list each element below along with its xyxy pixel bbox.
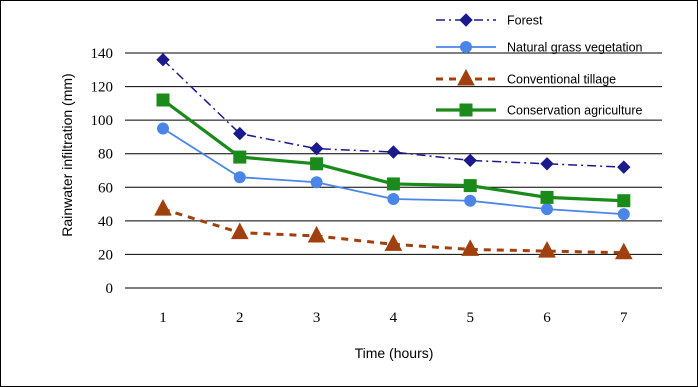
y-tick-label: 140 xyxy=(91,46,114,62)
data-point xyxy=(154,199,172,216)
x-tick-labels: 1 2 3 4 5 6 7 xyxy=(159,310,628,326)
data-point xyxy=(310,176,323,189)
data-point xyxy=(233,126,247,141)
legend-item: Forest xyxy=(436,13,543,28)
y-tick-label: 60 xyxy=(98,180,113,196)
y-axis-title: Rainwater infiltration (mm) xyxy=(59,73,75,236)
legend-item: Conservation agriculture xyxy=(436,103,643,118)
x-tick-label: 3 xyxy=(313,310,321,326)
legend-label: Conventional tillage xyxy=(507,73,616,87)
x-tick-label: 4 xyxy=(390,310,398,326)
legend-marker xyxy=(459,103,473,117)
data-point xyxy=(541,203,553,216)
series-3 xyxy=(156,93,631,208)
x-tick-label: 7 xyxy=(620,310,628,326)
data-point xyxy=(309,141,324,156)
data-point xyxy=(307,225,326,243)
data-point xyxy=(617,194,631,208)
data-point xyxy=(540,190,554,204)
y-tick-label: 40 xyxy=(98,214,113,230)
legend-marker xyxy=(457,68,475,86)
legend-label: Natural grass vegetation xyxy=(507,41,643,55)
x-axis-title: Time (hours) xyxy=(355,345,434,361)
data-point xyxy=(386,145,401,159)
data-point xyxy=(461,239,480,256)
y-tick-label: 20 xyxy=(98,247,113,263)
legend-label: Forest xyxy=(507,14,543,28)
data-point xyxy=(156,53,170,67)
legend: Forest Natural grass vegetation Convention… xyxy=(436,13,643,118)
legend-marker xyxy=(460,41,472,53)
y-tick-labels: 0 20 40 60 80 100 120 140 xyxy=(91,46,114,297)
y-tick-label: 100 xyxy=(91,113,114,129)
legend-item: Natural grass vegetation xyxy=(436,41,643,55)
series-2 xyxy=(154,199,633,260)
x-tick-label: 6 xyxy=(543,310,551,326)
data-point xyxy=(463,179,477,193)
y-tick-label: 80 xyxy=(98,147,113,163)
x-tick-label: 1 xyxy=(159,310,167,326)
data-point xyxy=(540,157,554,171)
series-0 xyxy=(156,53,631,174)
data-point xyxy=(233,171,246,184)
data-point xyxy=(310,157,324,171)
data-point xyxy=(463,153,477,168)
data-point xyxy=(538,241,556,258)
y-tick-label: 0 xyxy=(106,281,114,297)
data-point xyxy=(156,93,170,107)
series-1 xyxy=(157,122,630,221)
data-point xyxy=(617,160,631,174)
data-point xyxy=(233,150,247,164)
legend-label: Conservation agriculture xyxy=(507,104,643,118)
y-tick-label: 120 xyxy=(91,80,114,96)
data-point xyxy=(617,208,630,221)
data-point xyxy=(230,222,249,240)
data-point xyxy=(387,193,400,206)
data-point xyxy=(157,122,169,135)
data-point xyxy=(614,242,633,260)
series-group xyxy=(154,53,633,260)
x-tick-label: 2 xyxy=(236,310,244,326)
legend-marker xyxy=(459,13,473,27)
data-point xyxy=(464,194,477,207)
x-tick-label: 5 xyxy=(466,310,474,326)
data-point xyxy=(384,234,403,251)
legend-item: Conventional tillage xyxy=(436,68,616,87)
data-point xyxy=(386,177,400,191)
